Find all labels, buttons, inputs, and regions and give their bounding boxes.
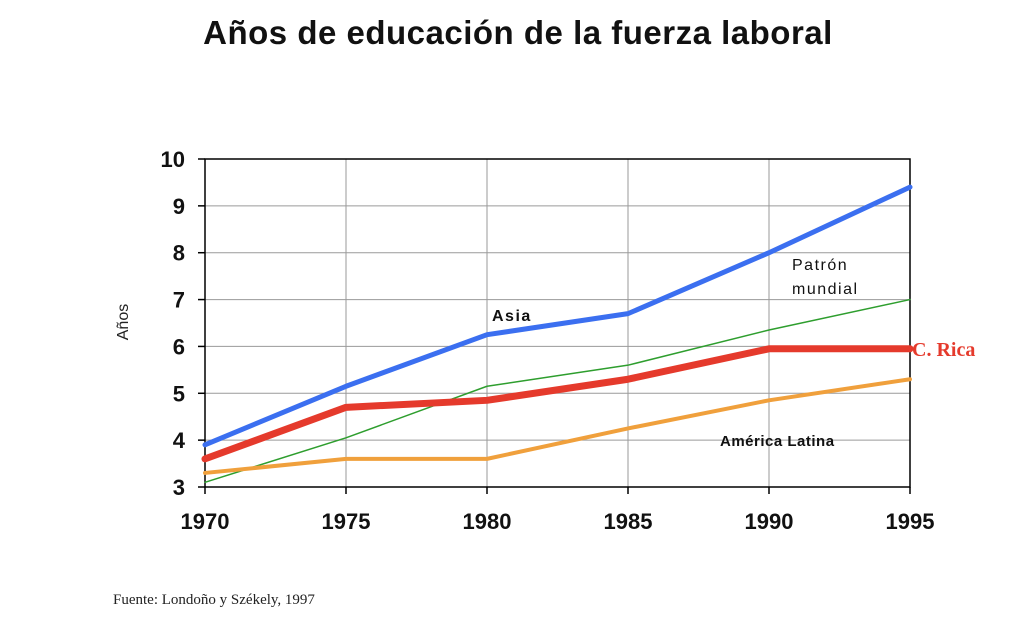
y-tick-label: 10 <box>161 147 185 172</box>
plot-frame <box>204 158 911 488</box>
series-line-patr-n-mundial <box>204 298 911 484</box>
x-tick-label: 1995 <box>886 509 935 534</box>
series-label-crica: C. Rica <box>912 339 975 361</box>
series-label-patron-line1: Patrón <box>792 257 848 274</box>
series-label-asia: Asia <box>492 308 532 325</box>
source-note: Fuente: Londoño y Székely, 1997 <box>113 592 315 608</box>
y-tick-label: 6 <box>173 334 185 359</box>
y-tick-label: 3 <box>173 475 185 500</box>
x-tick-label: 1985 <box>604 509 653 534</box>
y-tick-label: 5 <box>173 381 185 406</box>
x-tick-label: 1980 <box>463 509 512 534</box>
series-line-c-rica <box>201 345 914 463</box>
series-lines <box>201 184 914 484</box>
y-axis-label: Años <box>115 304 132 340</box>
y-tick-label: 7 <box>173 288 185 313</box>
y-tick-label: 4 <box>173 428 186 453</box>
series-line-asia <box>202 184 913 448</box>
y-tick-label: 9 <box>173 194 185 219</box>
series-label-patron-line2: mundial <box>792 281 859 298</box>
y-axis-ticks: 3 4 5 6 7 8 9 10 <box>161 147 205 500</box>
chart-title: Años de educación de la fuerza laboral <box>203 14 833 51</box>
series-line-am-rica-latina <box>203 377 912 475</box>
x-tick-label: 1975 <box>322 509 371 534</box>
x-tick-label: 1970 <box>181 509 230 534</box>
x-tick-label: 1990 <box>745 509 794 534</box>
series-label-america-latina: América Latina <box>720 433 835 450</box>
x-axis-ticks: 1970 1975 1980 1985 1990 1995 <box>181 487 935 534</box>
y-tick-label: 8 <box>173 241 185 266</box>
